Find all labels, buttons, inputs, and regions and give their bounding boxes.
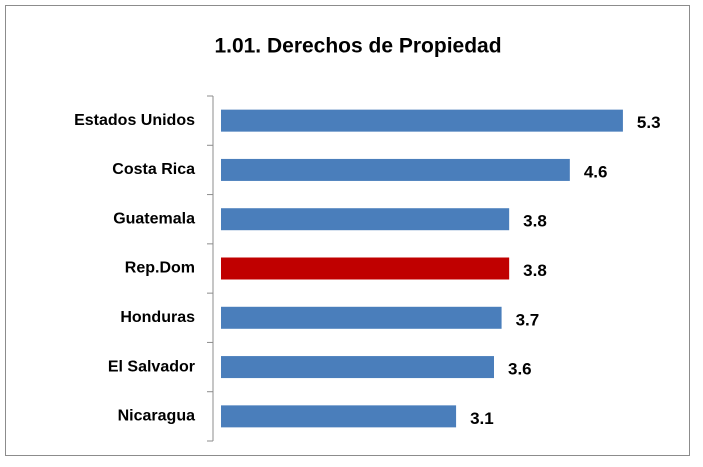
data-label: 3.6 — [508, 360, 532, 379]
bar — [221, 405, 457, 428]
category-label: Costa Rica — [112, 161, 195, 178]
category-label: Guatemala — [113, 210, 195, 227]
bar — [221, 158, 570, 181]
data-label: 3.1 — [470, 409, 494, 428]
category-label: Honduras — [120, 309, 195, 326]
bar — [221, 109, 623, 132]
data-label: 3.8 — [523, 212, 547, 231]
data-label: 3.8 — [523, 261, 547, 280]
bar — [221, 306, 502, 329]
data-label: 5.3 — [637, 113, 661, 132]
chart-border — [5, 5, 690, 456]
data-label: 4.6 — [584, 162, 608, 181]
bar — [221, 257, 510, 280]
category-label: Nicaragua — [118, 408, 195, 425]
bar — [221, 208, 510, 231]
category-label: El Salvador — [108, 358, 195, 375]
data-label: 3.7 — [516, 310, 540, 329]
category-label: Rep.Dom — [125, 260, 195, 277]
chart-title: 1.01. Derechos de Propiedad — [214, 35, 501, 58]
bar — [221, 356, 494, 379]
category-label: Estados Unidos — [74, 112, 195, 129]
